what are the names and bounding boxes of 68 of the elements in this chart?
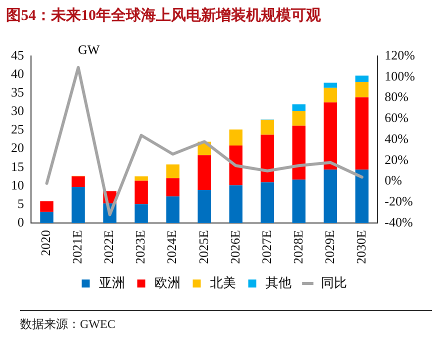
bar xyxy=(324,82,338,88)
legend-label: 北美 xyxy=(210,274,236,290)
source-note: 数据来源：GWEC xyxy=(20,310,432,333)
y2-tick-label: 0% xyxy=(384,172,402,188)
bar xyxy=(292,180,306,224)
y-tick-label: 35 xyxy=(11,84,24,100)
y2-tick-label: 120% xyxy=(384,47,416,62)
x-tick-label: 2025E xyxy=(196,230,211,264)
bar xyxy=(166,196,180,224)
chart-title: 图54：未来10年全球海上风电新增装机规模可观 xyxy=(6,6,321,25)
x-tick-label: 2020 xyxy=(38,230,54,256)
bar xyxy=(229,185,242,224)
bar xyxy=(324,88,338,102)
y-tick-label: 20 xyxy=(11,140,24,156)
x-tick-label: 2023E xyxy=(132,230,148,264)
bar xyxy=(324,170,338,224)
y2-tick-label: 100% xyxy=(384,68,416,84)
bar xyxy=(355,170,369,224)
bar xyxy=(355,82,369,98)
y2-tick-label: 40% xyxy=(384,130,409,146)
y-tick-label: 45 xyxy=(11,47,24,62)
bar xyxy=(134,176,148,181)
bar xyxy=(72,187,85,224)
bar xyxy=(40,201,54,212)
x-tick-label: 2030E xyxy=(353,230,368,264)
bar xyxy=(292,104,306,111)
y2-tick-label: 80% xyxy=(384,89,409,104)
legend-label: 同比 xyxy=(320,274,347,290)
x-tick-label: 2028E xyxy=(290,230,306,264)
y-tick-label: 0 xyxy=(18,214,24,230)
legend-label: 其他 xyxy=(265,274,292,290)
x-tick-label: 2024E xyxy=(164,230,180,264)
bar xyxy=(198,190,211,224)
bar xyxy=(292,126,306,180)
bar xyxy=(72,176,85,188)
bar xyxy=(166,164,180,178)
y-tick-label: 10 xyxy=(11,177,24,192)
bar xyxy=(134,204,148,224)
bar xyxy=(229,130,242,146)
x-tick-label: 2029E xyxy=(322,230,337,264)
bar xyxy=(260,182,274,224)
y-tick-label: 25 xyxy=(11,122,24,137)
y-tick-label: 15 xyxy=(11,158,24,174)
x-tick-label: 2026E xyxy=(227,230,242,264)
legend-label: 亚洲 xyxy=(98,274,125,290)
bar xyxy=(260,120,274,135)
bar xyxy=(292,110,306,126)
bar xyxy=(229,145,242,186)
x-tick-label: 2022E xyxy=(101,230,116,264)
y-tick-label: 30 xyxy=(11,103,24,118)
bar xyxy=(260,134,274,182)
y-axis-title: GW xyxy=(78,42,100,58)
bar xyxy=(166,178,180,196)
y2-tick-label: 60% xyxy=(384,110,409,126)
bar xyxy=(355,76,369,82)
bar xyxy=(198,155,211,190)
bar xyxy=(134,180,148,204)
x-tick-label: 2027E xyxy=(258,230,274,264)
y2-tick-label: -40% xyxy=(384,214,413,230)
bar xyxy=(355,97,369,170)
legend-label: 欧洲 xyxy=(154,274,180,290)
bar xyxy=(40,212,54,224)
bar xyxy=(324,102,338,170)
y2-tick-label: 20% xyxy=(384,152,409,167)
y-tick-label: 5 xyxy=(18,196,24,211)
y2-tick-label: -20% xyxy=(384,194,413,209)
y-tick-label: 40 xyxy=(11,66,24,81)
x-tick-label: 2021E xyxy=(70,230,85,264)
